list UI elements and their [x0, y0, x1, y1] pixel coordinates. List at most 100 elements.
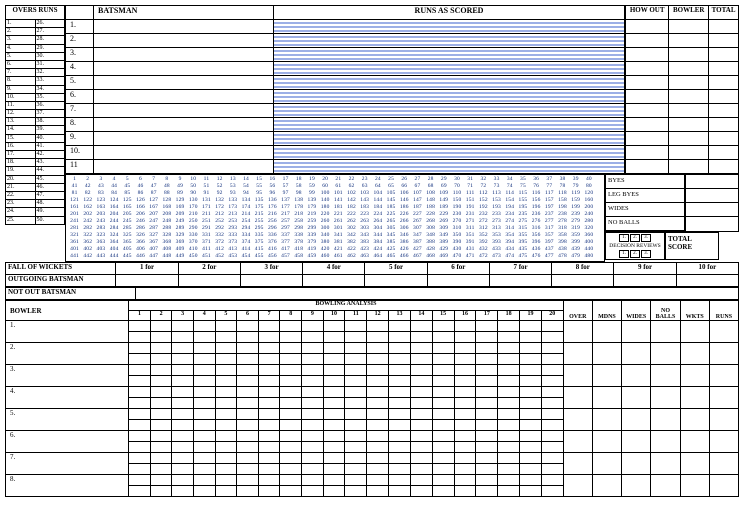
bowling-over-cell[interactable] — [432, 343, 454, 354]
runs-as-scored-cell[interactable] — [274, 62, 625, 76]
bowling-over-cell[interactable] — [302, 376, 324, 387]
bowling-over-cell[interactable] — [476, 332, 498, 343]
bowling-over-cell[interactable] — [215, 442, 237, 453]
bowling-over-cell[interactable] — [215, 376, 237, 387]
bowling-over-cell[interactable] — [150, 365, 172, 376]
total-cell[interactable] — [709, 76, 739, 90]
fow-value-cell[interactable] — [116, 275, 178, 287]
bowling-stat-cell[interactable] — [622, 321, 651, 343]
bowling-stat-cell[interactable] — [680, 343, 709, 365]
bowler-cell[interactable] — [669, 62, 709, 76]
bowler-name-cell[interactable]: 4. — [6, 387, 129, 409]
bowling-over-cell[interactable] — [432, 486, 454, 497]
bowling-over-cell[interactable] — [215, 409, 237, 420]
bowling-over-cell[interactable] — [520, 486, 542, 497]
total-cell[interactable] — [709, 118, 739, 132]
bowling-over-cell[interactable] — [520, 453, 542, 464]
bowling-stat-cell[interactable] — [709, 409, 738, 431]
bowling-over-cell[interactable] — [215, 475, 237, 486]
bowling-over-cell[interactable] — [150, 387, 172, 398]
bowling-over-cell[interactable] — [193, 387, 215, 398]
bowling-over-cell[interactable] — [150, 486, 172, 497]
bowling-over-cell[interactable] — [410, 387, 432, 398]
bowling-stat-cell[interactable] — [709, 343, 738, 365]
bowling-over-cell[interactable] — [345, 409, 367, 420]
bowling-over-cell[interactable] — [150, 343, 172, 354]
bowling-over-cell[interactable] — [215, 464, 237, 475]
bowling-over-cell[interactable] — [541, 475, 563, 486]
bowling-over-cell[interactable] — [432, 321, 454, 332]
bowling-over-cell[interactable] — [345, 475, 367, 486]
bowling-over-cell[interactable] — [258, 464, 280, 475]
bowling-over-cell[interactable] — [129, 332, 151, 343]
bowling-over-cell[interactable] — [323, 431, 345, 442]
bowling-over-cell[interactable] — [323, 453, 345, 464]
bowling-over-cell[interactable] — [410, 398, 432, 409]
total-cell[interactable] — [709, 20, 739, 34]
bowling-over-cell[interactable] — [215, 453, 237, 464]
total-cell[interactable] — [709, 90, 739, 104]
bowling-over-cell[interactable] — [215, 420, 237, 431]
bowling-over-cell[interactable] — [193, 398, 215, 409]
bowling-over-cell[interactable] — [172, 376, 194, 387]
bowling-over-cell[interactable] — [389, 464, 411, 475]
bowling-over-cell[interactable] — [172, 475, 194, 486]
bowling-over-cell[interactable] — [367, 442, 389, 453]
bowling-stat-cell[interactable] — [622, 475, 651, 497]
bowling-over-cell[interactable] — [541, 464, 563, 475]
bowling-over-cell[interactable] — [520, 321, 542, 332]
bowling-over-cell[interactable] — [541, 321, 563, 332]
batsman-name-cell[interactable] — [94, 76, 274, 90]
bowling-over-cell[interactable] — [410, 321, 432, 332]
bowling-over-cell[interactable] — [323, 376, 345, 387]
bowling-stat-cell[interactable] — [651, 431, 680, 453]
bowling-over-cell[interactable] — [389, 398, 411, 409]
bowling-over-cell[interactable] — [454, 332, 476, 343]
bowling-over-cell[interactable] — [150, 376, 172, 387]
bowling-over-cell[interactable] — [410, 464, 432, 475]
bowling-over-cell[interactable] — [345, 365, 367, 376]
bowling-over-cell[interactable] — [172, 332, 194, 343]
bowling-over-cell[interactable] — [345, 420, 367, 431]
fow-value-cell[interactable] — [676, 275, 738, 287]
bowling-over-cell[interactable] — [389, 409, 411, 420]
bowling-over-cell[interactable] — [302, 431, 324, 442]
bowling-over-cell[interactable] — [258, 409, 280, 420]
bowling-over-cell[interactable] — [323, 409, 345, 420]
bowling-over-cell[interactable] — [345, 354, 367, 365]
bowler-name-cell[interactable]: 2. — [6, 343, 129, 365]
bowling-over-cell[interactable] — [323, 442, 345, 453]
bowling-stat-cell[interactable] — [563, 475, 592, 497]
bowling-stat-cell[interactable] — [592, 343, 621, 365]
bowling-over-cell[interactable] — [454, 321, 476, 332]
bowling-over-cell[interactable] — [432, 442, 454, 453]
bowling-stat-cell[interactable] — [563, 453, 592, 475]
bowling-over-cell[interactable] — [410, 431, 432, 442]
how-out-cell[interactable] — [626, 90, 669, 104]
total-cell[interactable] — [709, 160, 739, 174]
bowling-over-cell[interactable] — [454, 420, 476, 431]
bowling-over-cell[interactable] — [237, 453, 259, 464]
bowling-over-cell[interactable] — [410, 354, 432, 365]
bowling-over-cell[interactable] — [410, 486, 432, 497]
bowling-over-cell[interactable] — [280, 332, 302, 343]
bowling-over-cell[interactable] — [258, 354, 280, 365]
bowling-over-cell[interactable] — [432, 387, 454, 398]
bowling-stat-cell[interactable] — [622, 343, 651, 365]
bowling-over-cell[interactable] — [345, 321, 367, 332]
how-out-cell[interactable] — [626, 104, 669, 118]
how-out-cell[interactable] — [626, 34, 669, 48]
bowling-over-cell[interactable] — [258, 332, 280, 343]
bowling-over-cell[interactable] — [367, 475, 389, 486]
bowling-over-cell[interactable] — [345, 398, 367, 409]
bowling-over-cell[interactable] — [476, 409, 498, 420]
bowling-over-cell[interactable] — [150, 453, 172, 464]
bowling-over-cell[interactable] — [410, 442, 432, 453]
bowling-over-cell[interactable] — [454, 376, 476, 387]
bowling-over-cell[interactable] — [345, 486, 367, 497]
batsman-name-cell[interactable] — [94, 62, 274, 76]
bowling-over-cell[interactable] — [172, 321, 194, 332]
bowling-over-cell[interactable] — [389, 420, 411, 431]
bowling-over-cell[interactable] — [129, 453, 151, 464]
bowling-over-cell[interactable] — [389, 387, 411, 398]
